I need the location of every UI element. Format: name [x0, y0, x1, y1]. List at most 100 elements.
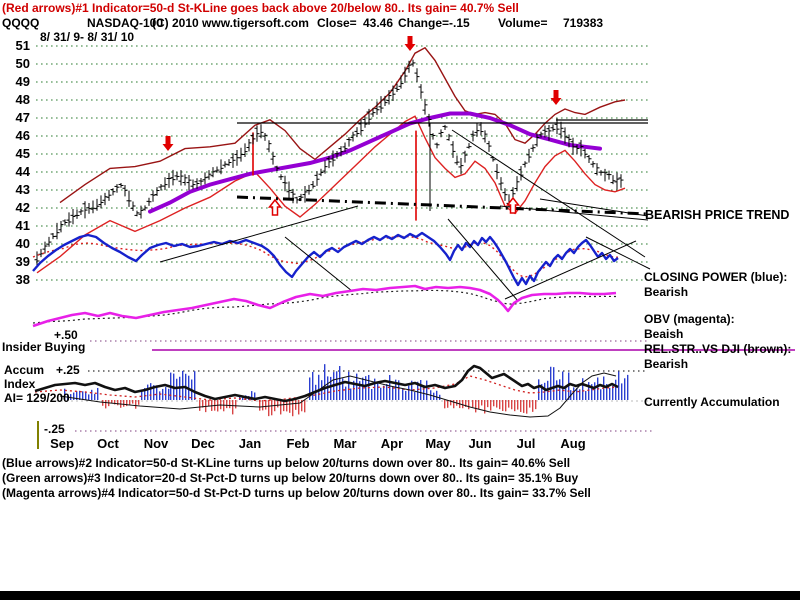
accum-bar-down — [295, 400, 297, 410]
accum-bar-up — [168, 388, 170, 400]
month-label: Jun — [468, 436, 491, 451]
accum-bar-down — [468, 400, 470, 410]
y-axis-label: 44 — [16, 164, 31, 179]
accum-bar-up — [395, 379, 397, 400]
accum-thin-line — [59, 372, 617, 418]
signal-line-green: (Green arrows)#3 Indicator=20-d St-Pct-D… — [2, 471, 579, 485]
accum-bar-up — [82, 391, 84, 400]
y-axis-label: 47 — [16, 110, 30, 125]
accum-bar-up — [423, 385, 425, 400]
accum-bar-up — [600, 389, 602, 400]
accum-bar-up — [251, 391, 253, 400]
accum-bar-up — [405, 390, 407, 400]
copyright-text: (C) 2010 www.tigersoft.com — [152, 16, 309, 30]
accum-bar-down — [289, 400, 291, 413]
accum-bar-down — [462, 400, 464, 409]
change-value: Change=-.15 — [398, 16, 470, 30]
y-axis-label: 40 — [16, 236, 30, 251]
accum-bar-down — [517, 400, 519, 410]
accum-bar-down — [259, 400, 261, 411]
accum-bar-down — [235, 400, 237, 409]
month-label: Sep — [50, 436, 74, 451]
accum-bar-up — [88, 394, 90, 400]
accum-bar-down — [514, 400, 516, 412]
volume-value: 719383 — [563, 16, 604, 30]
accum-bar-down — [493, 400, 495, 407]
volume-label: Volume= — [498, 16, 548, 30]
accum-bar-up — [550, 366, 552, 400]
current-state-label: Currently Accumulation — [644, 395, 780, 409]
accum-bar-up — [594, 382, 596, 400]
accum-bar-down — [102, 400, 104, 406]
month-label: Oct — [97, 436, 119, 451]
accum-bar-up — [408, 385, 410, 400]
accum-bar-up — [182, 370, 184, 400]
closing-power-label: CLOSING POWER (blue): — [644, 270, 788, 284]
accum-bar-down — [475, 400, 477, 413]
month-label: Dec — [191, 436, 215, 451]
obv-line — [32, 284, 617, 328]
accum-bar-up — [538, 379, 540, 400]
y-axis-label: 49 — [16, 74, 30, 89]
accum-bar-down — [523, 400, 525, 413]
accum-bar-up — [377, 381, 379, 400]
accum-bar-up — [609, 387, 611, 400]
accum-bar-down — [202, 400, 204, 408]
accum-bar-up — [627, 374, 629, 400]
accum-bar-down — [465, 400, 467, 407]
cp-trendline — [585, 236, 651, 270]
accum-bar-down — [472, 400, 474, 408]
accum-bar-down — [208, 400, 210, 407]
accum-bar-up — [159, 391, 161, 400]
accum-bar-up — [70, 394, 72, 400]
accum-bar-up — [318, 374, 320, 400]
accum-bar-down — [484, 400, 486, 414]
accum-bar-up — [392, 386, 394, 400]
accum-bar-up — [242, 396, 244, 400]
y-axis-label: 38 — [16, 272, 30, 287]
accum-bar-up — [79, 390, 81, 400]
month-label: Aug — [560, 436, 585, 451]
accum-bar-up — [64, 388, 66, 400]
signal-line-magenta: (Magenta arrows)#4 Indicator=50-d St-Pct… — [2, 486, 591, 500]
accum-bar-up — [562, 371, 564, 400]
accum-bar-down — [135, 400, 137, 409]
y-axis-label: 50 — [16, 56, 30, 71]
accum-bar-up — [97, 387, 99, 400]
ai-value: AI= 129/200 — [4, 391, 70, 405]
accum-bar-up — [73, 392, 75, 400]
closing-power-line — [32, 231, 619, 287]
accum-index-line — [34, 364, 619, 403]
accum-bar-down — [123, 400, 125, 407]
accum-bar-up — [91, 389, 93, 400]
accum-bar-down — [481, 400, 483, 406]
accum-bar-up — [436, 390, 438, 400]
accum-bar-up — [585, 391, 587, 400]
accum-bar-down — [105, 400, 107, 409]
y-axis-label: 46 — [16, 128, 30, 143]
accum-bar-down — [520, 400, 522, 412]
accum-bar-up — [371, 389, 373, 400]
price-trendline — [499, 205, 649, 221]
accum-bar-down — [490, 400, 492, 411]
accum-bar-up — [579, 389, 581, 400]
accum-bar-up — [606, 384, 608, 400]
y-axis-label: 51 — [16, 38, 30, 53]
price-trendline — [451, 129, 646, 258]
accum-bar-up — [582, 378, 584, 400]
accum-bar-down — [132, 400, 134, 404]
signal-line-blue: (Blue arrows)#2 Indicator=50-d St-KLine … — [2, 456, 571, 470]
accum-bar-down — [499, 400, 501, 410]
accum-bar-down — [444, 400, 446, 409]
accum-bar-down — [453, 400, 455, 409]
closing-power-value: Bearish — [644, 285, 689, 299]
accum-bar-up — [356, 373, 358, 400]
bearish-trend-label: BEARISH PRICE TREND — [645, 208, 790, 222]
accum-bar-up — [380, 387, 382, 400]
accum-bar-up — [374, 378, 376, 400]
accum-bar-up — [553, 367, 555, 400]
accum-bar-down — [511, 400, 513, 410]
accum-bar-up — [165, 387, 167, 400]
cp-trendline — [159, 205, 359, 263]
